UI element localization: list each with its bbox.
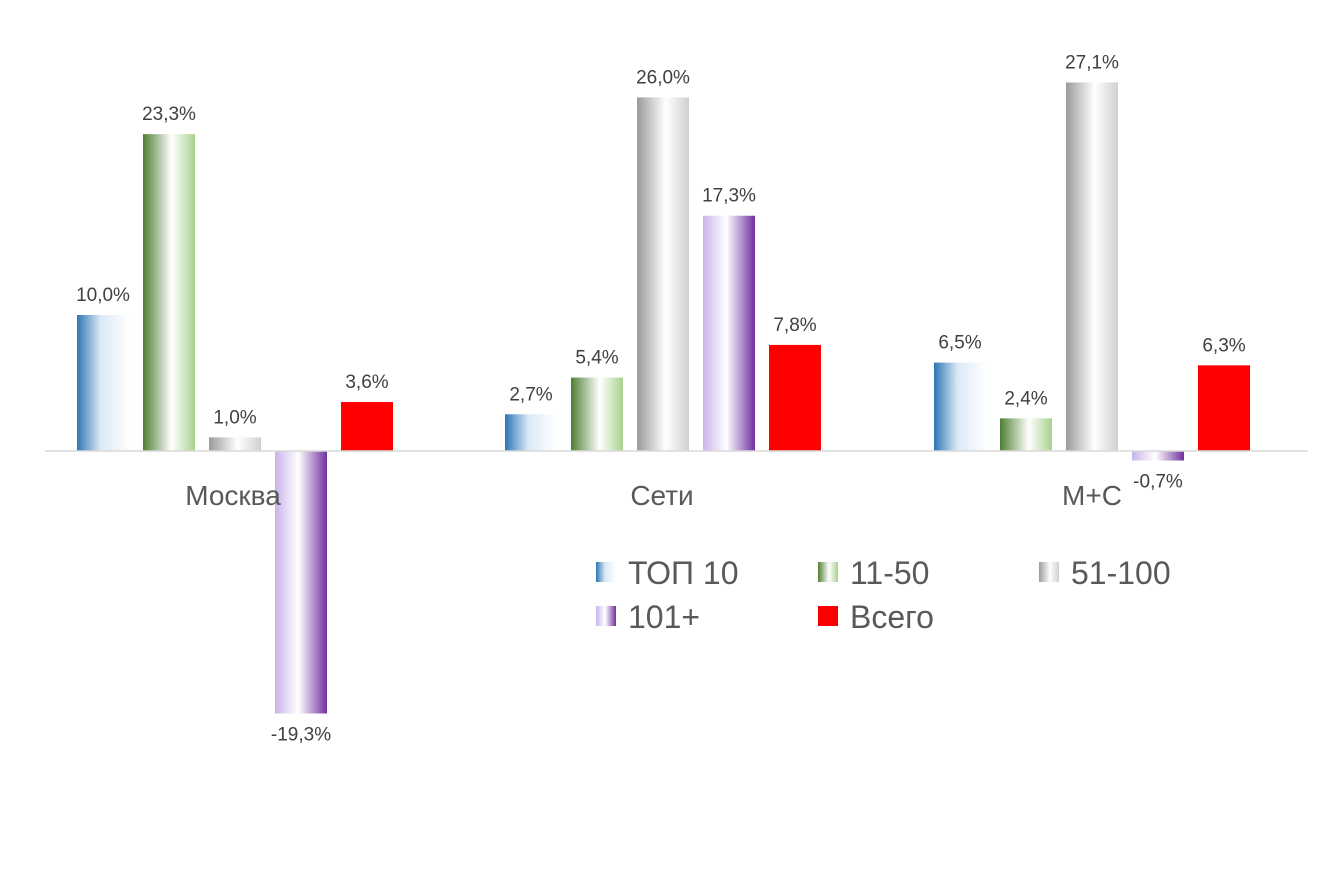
category-label: Сети [630,480,693,511]
category-label: М+С [1062,480,1122,511]
legend-swatch [818,606,838,626]
data-label: 6,5% [938,333,981,354]
legend-label: 11-50 [850,555,929,591]
data-label: 27,1% [1065,52,1119,73]
bar-51-100-3 [1066,82,1118,451]
bar-11-50-1 [143,134,195,451]
bars-layer [77,82,1250,714]
legend-swatch [818,562,838,582]
legend-swatch [596,562,616,582]
data-label: 23,3% [142,104,196,125]
data-label: 17,3% [702,186,756,207]
bar-51-100-2 [637,97,689,452]
legend-label: 51-100 [1071,555,1171,591]
legend-swatch [596,606,616,626]
legend: ТОП 10 11-50 51-100 101+ Всего [596,555,1171,635]
category-label: Москва [185,480,281,511]
bar-топ-10-2 [505,414,557,451]
bar-11-50-3 [1000,418,1052,451]
bar-101+-2 [703,215,755,451]
bar-101+-1 [275,451,327,714]
data-label: -0,7% [1133,472,1183,493]
bar-11-50-2 [571,377,623,451]
data-label: 1,0% [213,407,256,428]
legend-label: ТОП 10 [628,555,738,591]
data-label: 2,4% [1004,388,1047,409]
category-labels-layer: Москва Сети М+С [185,480,1122,511]
data-label: 2,7% [509,384,552,405]
bar-51-100-1 [209,437,261,451]
data-label: 26,0% [636,67,690,88]
bar-всего-3 [1198,365,1250,451]
value-labels-layer: 10,0% 2,7% 6,5% 23,3% 5,4% 2,4% 1,0% 26,0% 27,1%… [76,52,1246,745]
data-label: 10,0% [76,285,130,306]
bar-топ-10-3 [934,362,986,451]
bar-всего-1 [341,402,393,451]
legend-swatch [1039,562,1059,582]
data-label: 5,4% [575,348,618,369]
data-label: -19,3% [271,724,331,745]
data-label: 3,6% [345,372,388,393]
legend-label: Всего [850,599,934,635]
data-label: 7,8% [773,315,816,336]
bar-101+-3 [1132,451,1184,461]
bar-топ-10-1 [77,315,129,451]
legend-label: 101+ [628,599,700,635]
data-label: 6,3% [1202,335,1245,356]
bar-всего-2 [769,344,821,451]
